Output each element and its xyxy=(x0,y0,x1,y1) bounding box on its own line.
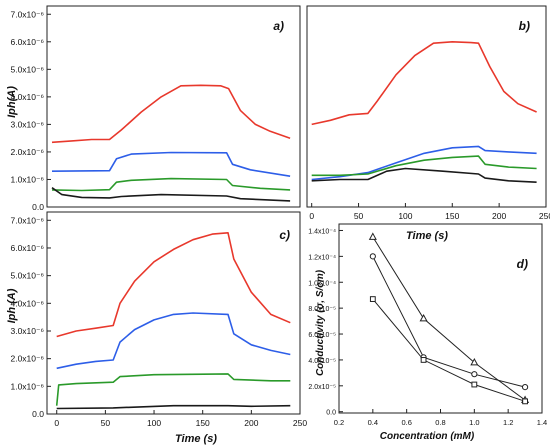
panel-b-label: b) xyxy=(519,19,530,33)
x-tick-label: 150 xyxy=(196,418,210,428)
square-marker xyxy=(420,357,427,363)
y-tick-label: 0.0 xyxy=(32,202,44,212)
series-line-1 xyxy=(56,312,291,370)
y-tick-label: 7.0x10⁻⁶ xyxy=(10,9,44,19)
x-tick-label: 100 xyxy=(147,418,161,428)
panel-d-label: d) xyxy=(517,257,528,271)
x-tick-label: 250 xyxy=(293,418,307,428)
x-tick-label: 0 xyxy=(54,418,59,428)
x-tick-label: 50 xyxy=(354,211,364,221)
y-tick-label: 0.0 xyxy=(32,409,44,419)
circle-marker xyxy=(521,384,529,391)
series-line-3 xyxy=(51,187,291,202)
y-tick-label: 1.0x10⁻⁴ xyxy=(308,280,336,287)
series-line-3 xyxy=(311,167,537,183)
series-line-0 xyxy=(51,84,291,144)
x-tick-label: 0.2 xyxy=(334,418,344,427)
y-tick-label: 4.0x10⁻⁶ xyxy=(10,298,44,308)
panel-c-label: c) xyxy=(279,228,290,242)
y-tick-label: 4.0x10⁻⁵ xyxy=(308,358,336,365)
triangle-marker xyxy=(470,357,479,366)
y-tick-label: 1.4x10⁻⁴ xyxy=(308,228,336,235)
series-line-0 xyxy=(311,41,537,126)
y-tick-label: 2.0x10⁻⁵ xyxy=(308,384,336,391)
circle-marker xyxy=(471,371,478,378)
x-tick-label: 250 xyxy=(539,211,550,221)
y-tick-label: 3.0x10⁻⁶ xyxy=(10,326,44,336)
panel-b-xlabel: Time (s) xyxy=(406,230,448,242)
series-line-1 xyxy=(51,151,291,177)
square-marker xyxy=(369,296,376,302)
x-tick-label: 150 xyxy=(445,211,459,221)
x-tick-label: 50 xyxy=(101,418,111,428)
x-tick-label: 200 xyxy=(244,418,258,428)
y-tick-label: 1.2x10⁻⁴ xyxy=(308,254,336,261)
x-tick-label: 1.2 xyxy=(503,418,513,427)
y-tick-label: 0.0 xyxy=(326,410,336,417)
plot-frame xyxy=(338,223,543,414)
plot-frame xyxy=(46,5,301,208)
panel-a-ylabel: Iph(A) xyxy=(6,86,18,118)
panel-c-xlabel: Time (s) xyxy=(175,433,217,445)
panel-a-label: a) xyxy=(273,19,284,33)
panel-b: 0 50 100 150 200 250 xyxy=(306,5,550,221)
y-tick-label: 2.0x10⁻⁶ xyxy=(10,354,44,364)
square-marker xyxy=(471,381,478,388)
x-tick-label: 0 xyxy=(309,211,314,221)
series-line-3 xyxy=(56,404,291,410)
y-tick-label: 1.0x10⁻⁶ xyxy=(10,381,44,391)
y-tick-label: 1.0x10⁻⁶ xyxy=(10,174,44,184)
series-line-2 xyxy=(55,373,291,406)
series-line-0 xyxy=(372,236,526,401)
series-line-2 xyxy=(311,155,537,177)
y-tick-label: 2.0x10⁻⁶ xyxy=(10,147,44,157)
panel-d: 0.0 2.0x10⁻⁵ 4.0x10⁻⁵ 6.0x10⁻⁵ 8.0x10⁻⁵ 1.0x1… xyxy=(308,223,547,427)
triangle-marker xyxy=(368,232,377,240)
y-tick-label: 6.0x10⁻⁵ xyxy=(308,332,336,339)
x-tick-label: 200 xyxy=(492,211,506,221)
x-tick-label: 0.8 xyxy=(435,418,445,427)
plot-frame xyxy=(306,5,547,208)
plot-frame xyxy=(46,211,301,415)
x-tick-label: 0.6 xyxy=(401,418,411,427)
y-tick-label: 8.0x10⁻⁵ xyxy=(308,306,336,313)
series-line-0 xyxy=(56,232,291,338)
series-line-1 xyxy=(372,256,526,388)
x-tick-label: 1.0 xyxy=(469,418,479,427)
square-marker xyxy=(522,398,528,405)
y-tick-label: 6.0x10⁻⁶ xyxy=(10,37,44,47)
y-tick-label: 5.0x10⁻⁶ xyxy=(10,271,44,281)
y-tick-label: 5.0x10⁻⁶ xyxy=(10,64,44,74)
panel-d-xlabel: Concentration (mM) xyxy=(380,431,475,442)
y-tick-label: 6.0x10⁻⁶ xyxy=(10,243,44,253)
y-tick-label: 7.0x10⁻⁶ xyxy=(10,215,44,225)
panel-a: 0.0 1.0x10⁻⁶ 2.0x10⁻⁶ 3.0x10⁻⁶ 4.0x10⁻⁶ 5.0x1… xyxy=(10,5,301,212)
y-tick-label: 4.0x10⁻⁶ xyxy=(10,92,44,102)
series-line-2 xyxy=(51,177,291,192)
triangle-marker xyxy=(419,313,428,322)
panel-c-ylabel: Iph (A) xyxy=(6,288,18,323)
panel-c: 0.0 1.0x10⁻⁶ 2.0x10⁻⁶ 3.0x10⁻⁶ 4.0x10⁻⁶ 5.0x1… xyxy=(10,211,307,428)
circle-marker xyxy=(369,253,376,260)
x-tick-label: 100 xyxy=(398,211,412,221)
x-tick-label: 1.4 xyxy=(537,418,547,427)
x-tick-label: 0.4 xyxy=(368,418,378,427)
series-line-2 xyxy=(372,298,526,402)
panel-d-ylabel: Conductivity (σ, S/cm) xyxy=(315,269,326,376)
y-tick-label: 3.0x10⁻⁶ xyxy=(10,119,44,129)
